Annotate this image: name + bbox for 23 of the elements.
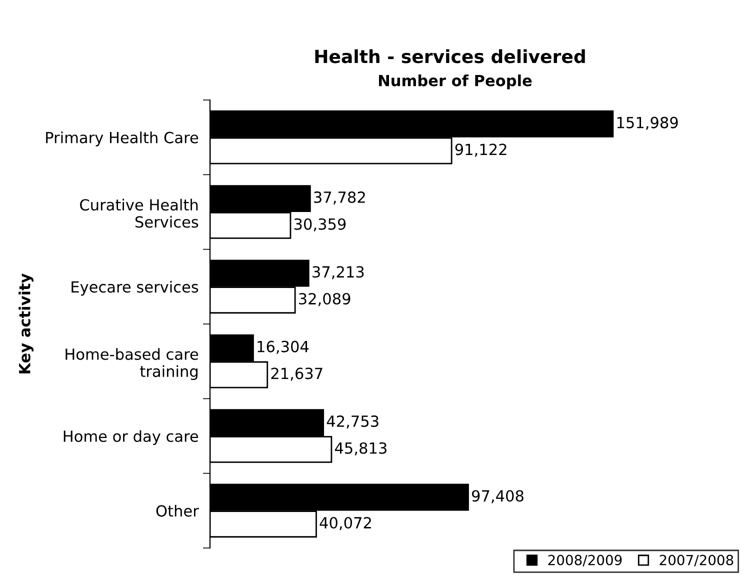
data-label: 30,359 <box>294 218 346 232</box>
y-tick-label: Curative Health Services <box>80 198 198 228</box>
chart-title: Health - services delivered <box>315 49 585 64</box>
data-label: 151,989 <box>617 116 678 130</box>
data-label: 16,304 <box>258 340 309 354</box>
legend-label: 2008/2009 <box>548 554 622 566</box>
data-label: 32,089 <box>299 292 350 306</box>
data-label: 97,408 <box>472 490 524 504</box>
x-axis-title: Number of People <box>379 74 532 90</box>
y-axis-title: Key activity <box>18 273 34 374</box>
y-tick-label: Other <box>156 504 199 517</box>
data-label: 37,782 <box>314 191 365 205</box>
legend-label: 2007/2008 <box>660 554 734 566</box>
data-label: 37,213 <box>312 266 364 280</box>
y-tick-label: Home or day care <box>64 430 198 445</box>
y-tick-label: Home-based care training <box>66 348 198 380</box>
data-label: 21,637 <box>271 368 322 381</box>
data-label: 40,072 <box>320 516 371 530</box>
y-tick-label: Primary Health Care <box>46 132 198 146</box>
data-label: 91,122 <box>455 144 506 157</box>
y-tick-label: Eyecare services <box>72 280 198 296</box>
data-label: 42,753 <box>326 415 378 429</box>
data-label: 45,813 <box>334 442 386 456</box>
